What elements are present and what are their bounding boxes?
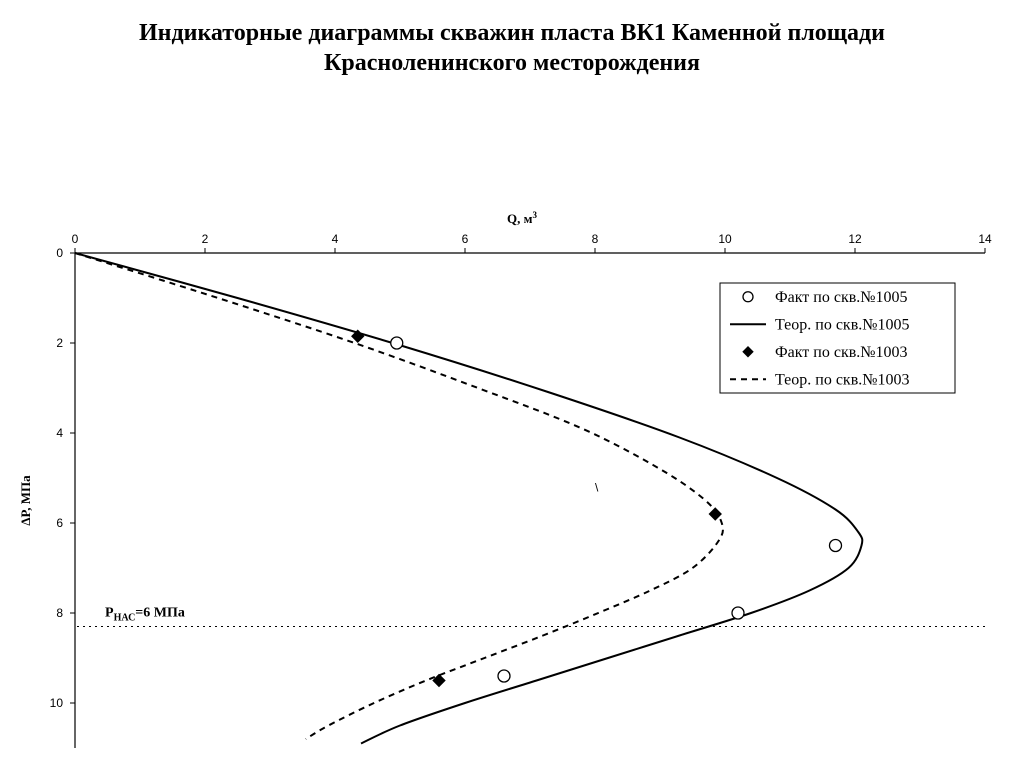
point-fact-1005	[391, 337, 403, 349]
x-tick-label: 6	[462, 232, 469, 246]
y-axis-label: ΔP, МПа	[18, 475, 33, 526]
point-fact-1003	[433, 675, 445, 687]
x-tick-label: 4	[332, 232, 339, 246]
x-axis-label: Q, м3	[507, 210, 537, 226]
x-tick-label: 0	[72, 232, 79, 246]
y-tick-label: 8	[56, 606, 63, 620]
x-tick-label: 14	[978, 232, 992, 246]
y-tick-label: 4	[56, 426, 63, 440]
pnas-annotation: PНАС=6 МПа	[105, 606, 185, 624]
x-tick-label: 2	[202, 232, 209, 246]
point-fact-1005	[732, 607, 744, 619]
legend-label: Факт по скв.№1005	[775, 289, 908, 306]
legend-label: Теор. по скв.№1005	[775, 316, 910, 333]
stray-mark: \	[595, 481, 599, 495]
y-tick-label: 10	[50, 696, 64, 710]
x-tick-label: 10	[718, 232, 732, 246]
legend: Факт по скв.№1005 Теор. по скв.№1005 Факт …	[720, 283, 955, 393]
point-fact-1003	[709, 508, 721, 520]
point-fact-1005	[830, 540, 842, 552]
legend-label: Теор. по скв.№1003	[775, 371, 910, 388]
x-tick-label: 8	[592, 232, 599, 246]
y-tick-label: 2	[56, 336, 63, 350]
y-tick-label: 6	[56, 516, 63, 530]
x-tick-label: 12	[848, 232, 862, 246]
page-title: Индикаторные диаграммы скважин пласта ВК…	[0, 0, 1024, 88]
indicator-chart: Q, м3 0 2 4 6 8 10 12 14 0 2 4 6 8 10 ΔP, МПа PНАС=6 МПа…	[0, 88, 1024, 768]
point-fact-1005	[498, 670, 510, 682]
chart-container: Q, м3 0 2 4 6 8 10 12 14 0 2 4 6 8 10 ΔP, МПа PНАС=6 МПа…	[0, 88, 1024, 768]
y-tick-label: 0	[56, 246, 63, 260]
legend-label: Факт по скв.№1003	[775, 344, 908, 361]
curve-theor-1003	[75, 253, 723, 739]
